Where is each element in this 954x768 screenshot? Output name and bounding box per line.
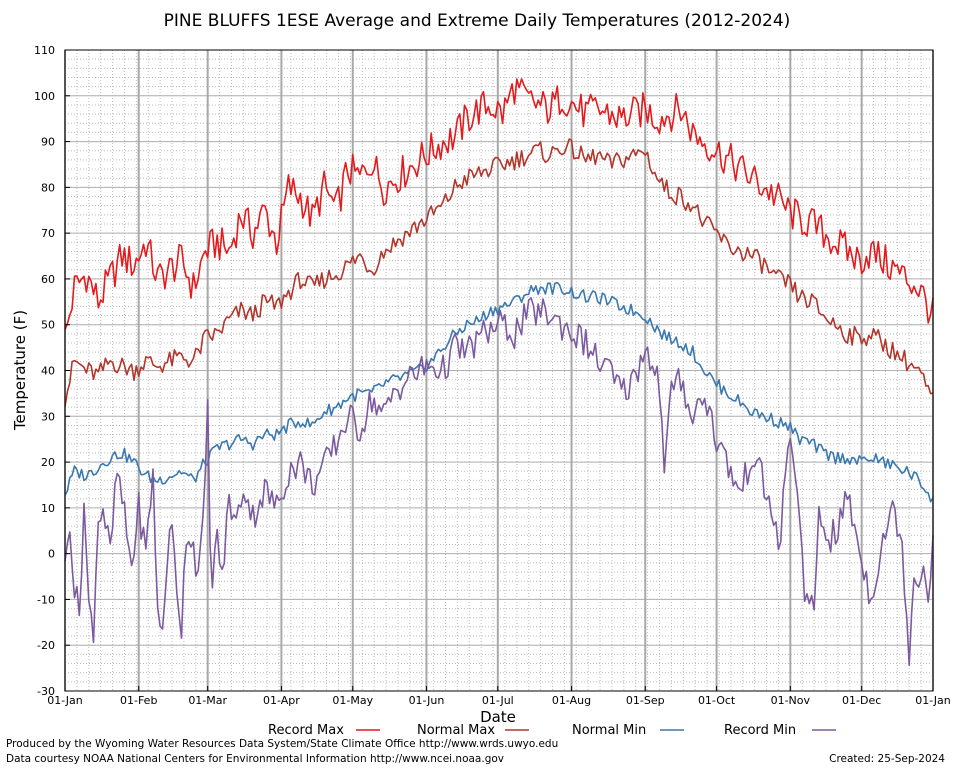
x-tick-label: 01-May [332, 694, 373, 707]
x-tick-label: 01-Jul [482, 694, 514, 707]
y-axis-label: Temperature (F) [11, 310, 29, 431]
y-tick-label: 40 [41, 365, 55, 378]
footer-data-credit: Data courtesy NOAA National Centers for … [6, 753, 505, 765]
y-tick-label: 60 [41, 273, 55, 286]
y-tick-label: -20 [37, 639, 55, 652]
y-tick-label: 100 [34, 90, 55, 103]
series-line-record-min [64, 297, 934, 667]
series-line-normal-max [64, 138, 934, 407]
y-tick-label: 80 [41, 181, 55, 194]
footer-producer-credit: Produced by the Wyoming Water Resources … [6, 738, 559, 750]
x-tick-label: 01-Dec [842, 694, 881, 707]
y-tick-label: 50 [41, 319, 55, 332]
x-tick-label: 01-Apr [263, 694, 300, 707]
y-tick-label: -30 [37, 685, 55, 698]
x-tick-label: 01-Nov [771, 694, 811, 707]
y-tick-label: 10 [41, 502, 55, 515]
series-line-record-max [64, 78, 934, 330]
legend-label-normal-min: Normal Min [572, 723, 646, 738]
legend-label-normal-max: Normal Max [417, 723, 495, 738]
x-tick-label: 01-Feb [120, 694, 157, 707]
x-tick-label: 01-Oct [698, 694, 736, 707]
chart-title: PINE BLUFFS 1ESE Average and Extreme Dai… [164, 11, 791, 31]
y-tick-label: 110 [34, 44, 55, 57]
legend: Record Max Normal Max Normal Min Record Min [268, 723, 836, 738]
series-layer [64, 78, 934, 667]
y-tick-label: 90 [41, 136, 55, 149]
legend-label-record-max: Record Max [268, 723, 344, 738]
axis-ticks [64, 49, 934, 692]
y-tick-label: 70 [41, 227, 55, 240]
y-tick-label: 30 [41, 410, 55, 423]
x-tick-label: 01-Jan [915, 694, 951, 707]
x-tick-label: 01-Mar [188, 694, 227, 707]
x-tick-label: 01-Aug [552, 694, 591, 707]
footer-created-date: Created: 25-Sep-2024 [829, 753, 945, 765]
x-axis-label: Date [480, 708, 516, 726]
x-tick-label: 01-Jan [47, 694, 83, 707]
x-tick-labels: 01-Jan 01-Feb 01-Mar 01-Apr 01-May 01-Jun 01-J… [47, 694, 951, 707]
y-tick-label: 20 [41, 456, 55, 469]
y-tick-labels: -30 -20 -10 0 10 20 30 40 50 60 70 80 90 100 110 [34, 44, 55, 698]
x-tick-label: 01-Jun [409, 694, 445, 707]
legend-label-record-min: Record Min [724, 723, 796, 738]
x-tick-label: 01-Sep [626, 694, 665, 707]
series-line-normal-min [64, 281, 934, 503]
y-tick-label: -10 [37, 593, 55, 606]
y-tick-label: 0 [48, 548, 55, 561]
